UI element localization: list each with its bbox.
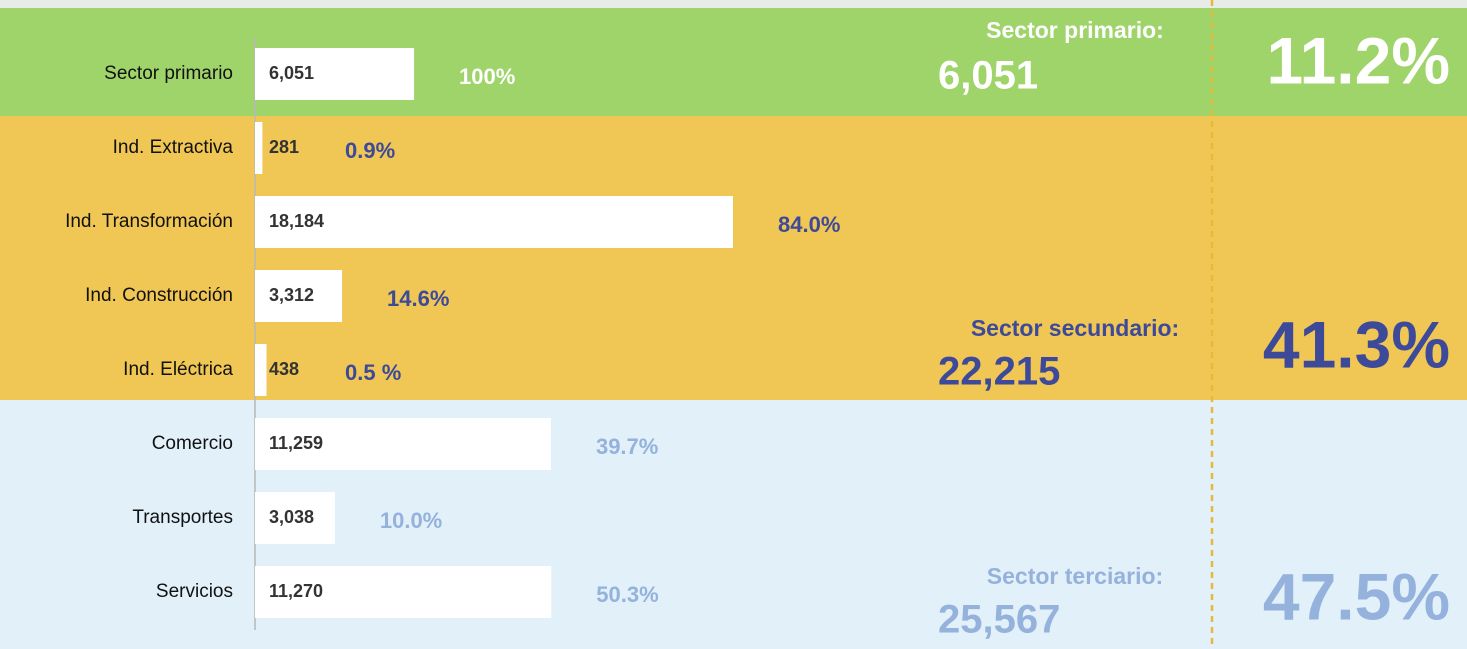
value-label: 11,270 bbox=[269, 581, 323, 601]
value-label: 438 bbox=[269, 359, 299, 379]
share-label: 100% bbox=[459, 64, 515, 89]
sector-total: 25,567 bbox=[938, 598, 1060, 642]
bar bbox=[255, 122, 262, 174]
sector-share: 47.5% bbox=[1263, 559, 1450, 633]
value-label: 281 bbox=[269, 137, 299, 157]
sector-share: 41.3% bbox=[1263, 307, 1450, 381]
share-label: 0.9% bbox=[345, 138, 395, 163]
sector-band bbox=[0, 116, 1467, 400]
category-label: Ind. Construcción bbox=[85, 285, 233, 306]
value-label: 3,312 bbox=[269, 285, 314, 305]
share-label: 39.7% bbox=[596, 434, 658, 459]
value-label: 18,184 bbox=[269, 211, 324, 231]
sector-title: Sector terciario: bbox=[987, 563, 1163, 589]
share-label: 84.0% bbox=[778, 212, 840, 237]
share-label: 50.3% bbox=[596, 582, 658, 607]
category-label: Ind. Extractiva bbox=[113, 137, 234, 158]
bar bbox=[255, 344, 267, 396]
share-label: 10.0% bbox=[380, 508, 442, 533]
value-label: 11,259 bbox=[269, 433, 323, 453]
sector-title: Sector secundario: bbox=[971, 315, 1179, 341]
sector-share: 11.2% bbox=[1267, 23, 1451, 97]
category-label: Transportes bbox=[132, 507, 233, 528]
bar bbox=[255, 196, 733, 248]
chart: Sector primario: 6,051 11.2% Sector primari… bbox=[0, 0, 1467, 649]
sector-total: 6,051 bbox=[938, 54, 1038, 98]
share-label: 14.6% bbox=[387, 286, 449, 311]
top-strip bbox=[0, 0, 1467, 8]
value-label: 3,038 bbox=[269, 507, 314, 527]
sector-band bbox=[0, 8, 1467, 116]
category-label: Sector primario bbox=[104, 63, 233, 84]
category-label: Ind. Eléctrica bbox=[123, 359, 233, 380]
sector-title: Sector primario: bbox=[986, 17, 1164, 43]
category-label: Servicios bbox=[156, 581, 233, 602]
category-label: Comercio bbox=[152, 433, 233, 454]
value-label: 6,051 bbox=[269, 63, 314, 83]
share-label: 0.5 % bbox=[345, 360, 401, 385]
category-label: Ind. Transformación bbox=[65, 211, 233, 232]
sector-total: 22,215 bbox=[938, 350, 1060, 394]
